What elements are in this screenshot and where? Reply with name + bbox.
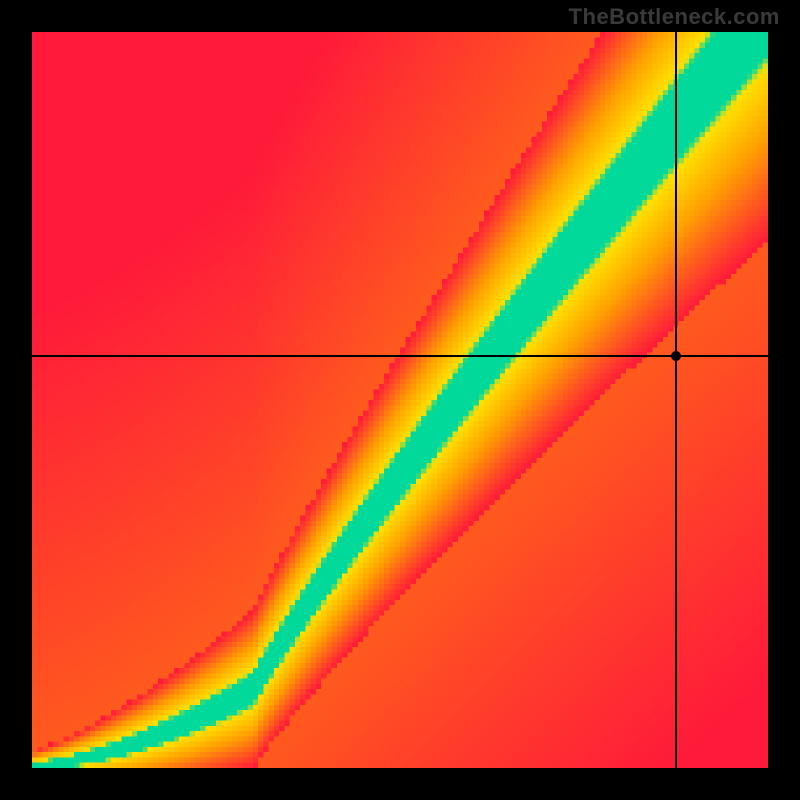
chart-container: TheBottleneck.com bbox=[0, 0, 800, 800]
crosshair-vertical bbox=[675, 0, 677, 800]
bottleneck-heatmap bbox=[32, 32, 768, 768]
crosshair-point bbox=[671, 351, 681, 361]
watermark-text: TheBottleneck.com bbox=[569, 4, 780, 30]
